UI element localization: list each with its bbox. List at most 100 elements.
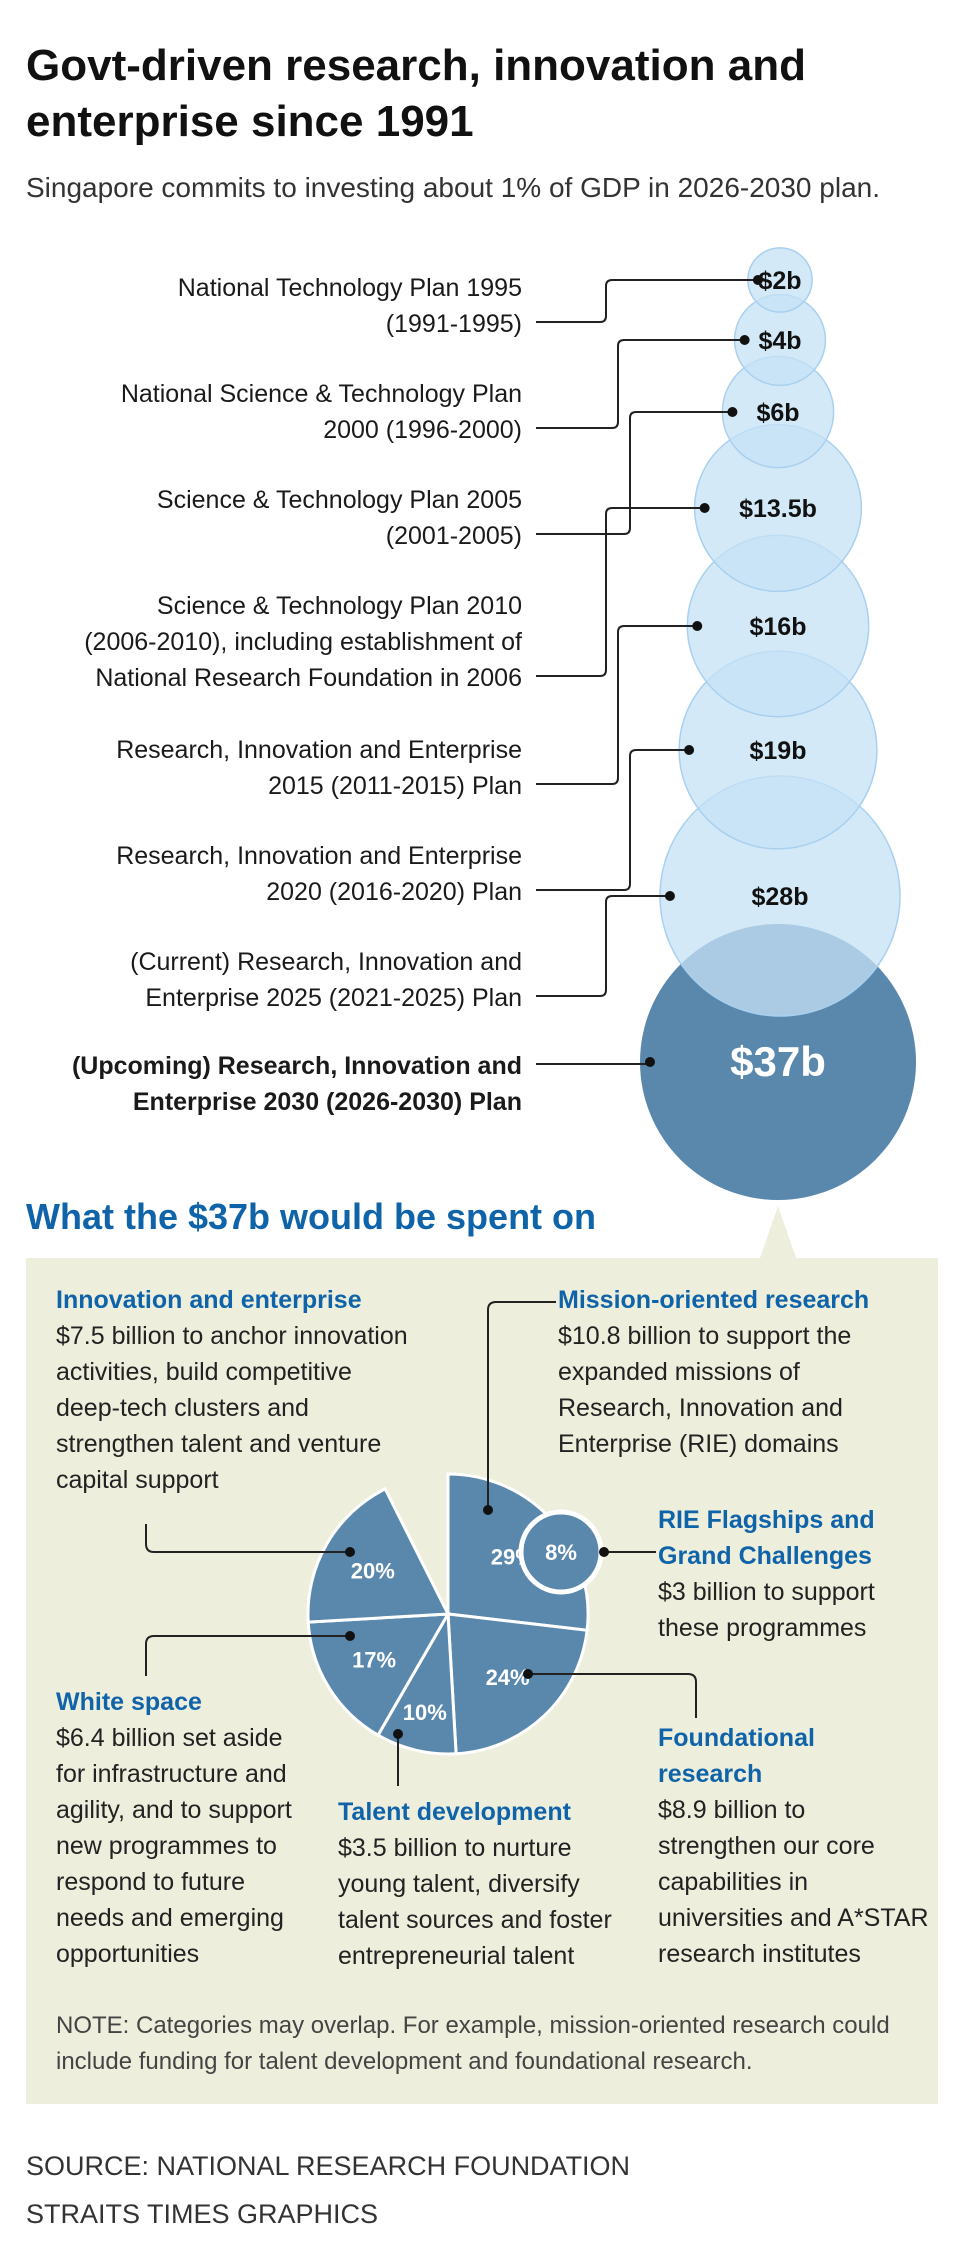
desc-line: capital support [56,1466,219,1494]
leader-line [536,411,733,535]
desc-line: research institutes [658,1940,861,1968]
plan-label: 2020 (2016-2020) Plan [266,878,522,906]
plan-value-label: $28b [752,883,809,911]
plan-value-label: $6b [756,399,799,427]
plan-label: National Research Foundation in 2006 [95,664,522,692]
category-name: White space [56,1688,202,1716]
plan-label: (2001-2005) [386,522,522,550]
source-line: SOURCE: NATIONAL RESEARCH FOUNDATION [26,2151,631,2181]
desc-line: agility, and to support [56,1796,292,1824]
pie-slice-label: 24% [486,1665,530,1690]
leader-dot [727,407,738,417]
category-description: $8.9 billion to strengthen our core capa… [658,1792,929,1972]
plan-value-label: $37b [730,1038,826,1085]
callout-leader-line [528,1673,697,1718]
desc-line: needs and emerging [56,1904,284,1932]
name-line: Foundational [658,1724,815,1752]
desc-line: $3 billion to support [658,1578,875,1606]
plan-label: Enterprise 2025 (2021-2025) Plan [145,984,522,1012]
leader-line [536,339,745,429]
credit-line: STRAITS TIMES GRAPHICS [26,2199,379,2229]
callout-leader-line [145,1635,348,1676]
plan-value-label: $16b [750,613,807,641]
callout-leader-line [145,1524,348,1553]
category-description: $3 billion to support these programmes [658,1574,875,1646]
category-white-space: White space $6.4 billion set aside for i… [56,1684,292,1972]
leader-line [536,749,690,891]
leader-dot [699,503,710,513]
callout-dot [523,1669,533,1679]
footnote: NOTE: Categories may overlap. For exampl… [56,2012,890,2075]
plan-value-label: $2b [758,267,801,295]
panel-pointer [760,1206,796,1258]
pie-slice-label: 20% [351,1559,395,1584]
source-credit: SOURCE: NATIONAL RESEARCH FOUNDATION STR… [26,2142,630,2238]
plan-value-label: $4b [758,327,801,355]
name-line: Grand Challenges [658,1542,872,1570]
callout-leader-line [487,1301,556,1508]
leader-line [536,895,670,997]
desc-line: $10.8 billion to support the [558,1322,852,1350]
pie-slice [306,1486,451,1624]
plan-label: (Current) Research, Innovation and [130,948,522,976]
category-mission: Mission-oriented research $10.8 billion … [558,1282,869,1462]
callout-dot [483,1505,493,1515]
desc-line: for infrastructure and [56,1760,287,1788]
callout-dot [345,1631,355,1641]
desc-line: entrepreneurial talent [338,1942,575,1970]
plan-label: Research, Innovation and Enterprise [116,842,522,870]
leader-dot [684,745,695,755]
category-foundational: Foundational research $8.9 billion to st… [658,1720,929,1972]
category-flagships: RIE Flagships and Grand Challenges $3 bi… [658,1502,875,1646]
name-line: RIE Flagships and [658,1506,875,1534]
callout-dot [393,1729,403,1739]
plan-label: National Technology Plan 1995 [178,274,522,302]
plans-bubble-chart: National Technology Plan 1995 (1991-1995)… [72,247,916,1200]
plan-label: Science & Technology Plan 2005 [157,486,522,514]
leader-dot [692,621,703,631]
desc-line: activities, build competitive [56,1358,352,1386]
callout-dot [599,1547,609,1557]
category-description: $6.4 billion set aside for infrastructur… [56,1720,292,1972]
plan-value-label: $13.5b [739,495,817,523]
pie-slice [375,1608,458,1756]
name-line: research [658,1760,763,1788]
leader-dot [739,335,750,345]
plan-value-label: $19b [750,737,807,765]
leader-dot [645,1057,655,1067]
desc-line: $7.5 billion to anchor innovation [56,1322,408,1350]
plan-label: 2000 (1996-2000) [323,416,522,444]
desc-line: strengthen talent and venture [56,1430,382,1458]
plan-label: National Science & Technology Plan [121,380,522,408]
pie-exploded-label: 8% [545,1540,577,1565]
pie-slice [446,1612,589,1756]
pie-slice-label: 10% [403,1700,447,1725]
page-subtitle: Singapore commits to investing about 1% … [26,172,880,203]
desc-line: expanded missions of [558,1358,800,1386]
desc-line: capabilities in [658,1868,809,1896]
desc-line: $8.9 billion to [658,1796,806,1824]
callout-dot [345,1547,355,1557]
category-name: RIE Flagships and Grand Challenges [658,1502,875,1574]
category-description: $3.5 billion to nurture young talent, di… [338,1830,612,1974]
category-description: $7.5 billion to anchor innovation activi… [56,1318,408,1498]
leader-line [536,625,698,785]
leader-line [536,279,758,323]
desc-line: $6.4 billion set aside [56,1724,283,1752]
desc-line: strengthen our core [658,1832,875,1860]
category-name: Talent development [338,1798,571,1826]
desc-line: these programmes [658,1614,867,1642]
plan-label: (2006-2010), including establishment of [84,628,522,656]
desc-line: new programmes to [56,1832,277,1860]
plan-label: Science & Technology Plan 2010 [157,592,522,620]
plan-label: (1991-1995) [386,310,522,338]
desc-line: young talent, diversify [338,1870,580,1898]
plan-label: 2015 (2011-2015) Plan [268,772,522,800]
desc-line: $3.5 billion to nurture [338,1834,572,1862]
category-innovation: Innovation and enterprise $7.5 billion t… [56,1282,408,1498]
pie-slice [306,1612,451,1738]
category-talent: Talent development $3.5 billion to nurtu… [338,1794,612,1974]
leader-dot [752,275,763,285]
category-name: Innovation and enterprise [56,1286,362,1314]
